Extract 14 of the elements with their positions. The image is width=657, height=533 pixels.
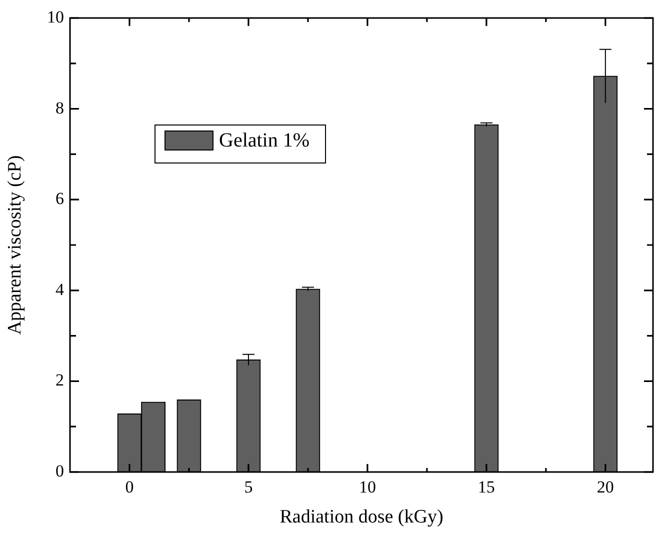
y-tick-label: 10 [47,7,64,26]
legend-label: Gelatin 1% [219,129,310,152]
y-axis-title: Apparent viscosity (cP) [4,155,26,335]
x-tick-label: 0 [125,478,134,497]
y-tick-label: 2 [56,370,64,390]
x-tick-label: 5 [244,478,253,497]
x-tick-label: 20 [596,478,614,497]
x-tick-label: 10 [358,478,376,497]
y-tick-label: 4 [56,280,64,299]
x-tick-label: 15 [478,478,495,497]
x-axis-title: Radiation dose (kGy) [280,506,444,528]
y-tick-label: 6 [56,189,64,208]
y-tick-label: 8 [56,98,64,118]
y-tick-label: 0 [56,461,64,480]
